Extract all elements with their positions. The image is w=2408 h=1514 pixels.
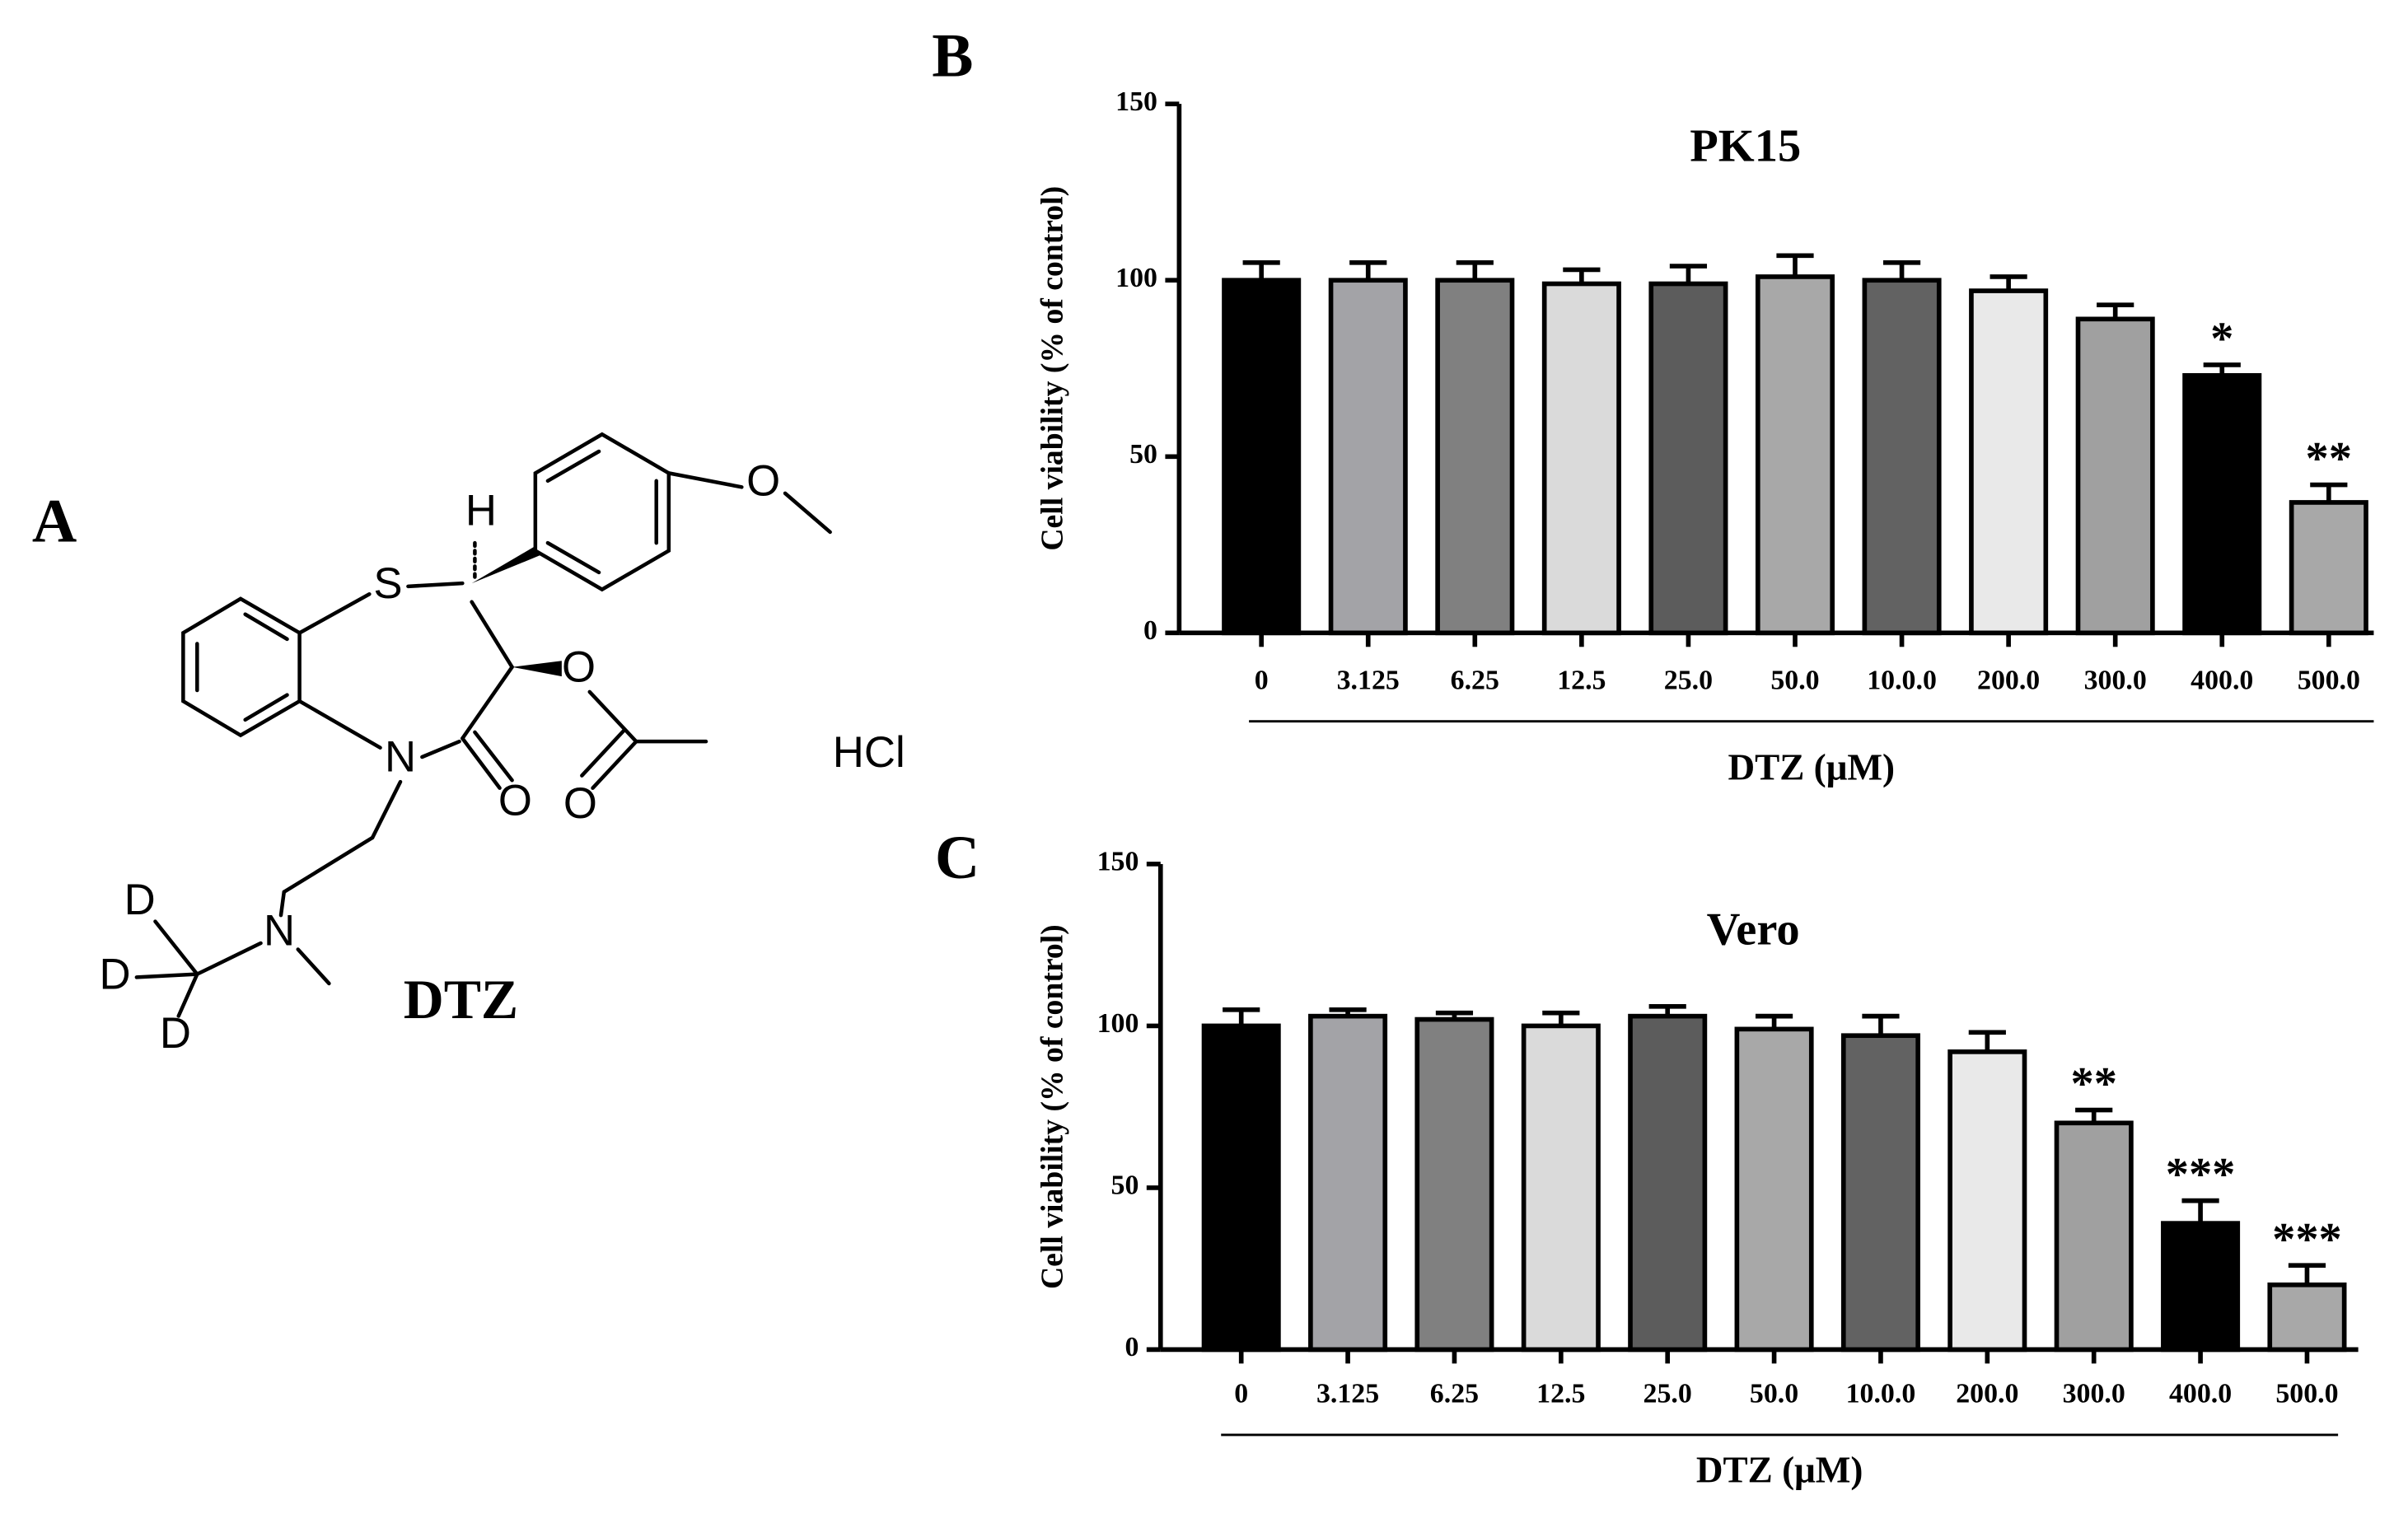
bar bbox=[1435, 278, 1515, 636]
atom-label: S bbox=[373, 559, 402, 608]
y-tick-label: 0 bbox=[1143, 615, 1157, 646]
bar bbox=[1201, 1023, 1281, 1353]
x-tick-label: 0 bbox=[1234, 1379, 1248, 1409]
panel-label: C bbox=[935, 824, 980, 892]
bar bbox=[1328, 278, 1408, 636]
bar bbox=[1222, 278, 1302, 636]
x-tick-label: 500.0 bbox=[2275, 1379, 2338, 1409]
chart-title: PK15 bbox=[1690, 121, 1801, 172]
structure-bonds bbox=[134, 432, 832, 1018]
x-tick-label: 400.0 bbox=[2191, 665, 2253, 695]
atom-label: D bbox=[99, 950, 130, 998]
x-tick-label: 10.0.0 bbox=[1867, 665, 1937, 695]
x-tick-label: 500.0 bbox=[2298, 665, 2360, 695]
y-tick-label: 50 bbox=[1111, 1171, 1139, 1201]
salt-label: HCl bbox=[833, 728, 905, 777]
significance-label: ** bbox=[2306, 433, 2352, 484]
bar bbox=[1840, 1033, 1920, 1353]
bar bbox=[2161, 1221, 2241, 1353]
x-tick-label: 25.0 bbox=[1664, 665, 1713, 695]
bar bbox=[1308, 1013, 1388, 1353]
x-tick-label: 300.0 bbox=[2063, 1379, 2125, 1409]
x-tick-label: 12.5 bbox=[1536, 1379, 1585, 1409]
bar bbox=[2289, 500, 2368, 636]
bar bbox=[1969, 288, 2049, 636]
atom-label: N bbox=[385, 733, 416, 782]
x-axis-label: DTZ (μM) bbox=[1728, 746, 1895, 787]
x-tick-label: 6.25 bbox=[1451, 665, 1499, 695]
bar bbox=[1628, 1013, 1708, 1353]
y-tick-label: 50 bbox=[1129, 439, 1157, 470]
bar bbox=[1414, 1016, 1494, 1353]
atom-label: D bbox=[160, 1009, 191, 1058]
panel-label: A bbox=[32, 488, 77, 556]
atom-label: N bbox=[264, 907, 295, 956]
x-tick-label: 25.0 bbox=[1644, 1379, 1692, 1409]
bar bbox=[1862, 278, 1942, 636]
y-axis-label: Cell viability (% of control) bbox=[1035, 186, 1069, 551]
y-tick-label: 100 bbox=[1097, 1008, 1139, 1039]
x-tick-label: 10.0.0 bbox=[1846, 1379, 1916, 1409]
atom-label: O bbox=[563, 779, 597, 828]
y-axis-label: Cell viability (% of control) bbox=[1035, 924, 1069, 1289]
bar bbox=[2054, 1120, 2134, 1353]
bar bbox=[2075, 316, 2155, 636]
y-tick-label: 100 bbox=[1115, 263, 1157, 293]
bar bbox=[1734, 1026, 1814, 1353]
significance-label: *** bbox=[2272, 1214, 2342, 1265]
x-tick-label: 50.0 bbox=[1770, 665, 1819, 695]
x-tick-label: 3.125 bbox=[1316, 1379, 1379, 1409]
significance-label: * bbox=[2210, 314, 2233, 365]
y-tick-label: 150 bbox=[1115, 86, 1157, 117]
bar bbox=[1947, 1049, 2027, 1353]
x-tick-label: 6.25 bbox=[1430, 1379, 1479, 1409]
atom-label: O bbox=[562, 643, 596, 691]
atom-label: H bbox=[465, 486, 497, 535]
chart-title: Vero bbox=[1707, 904, 1800, 956]
significance-label: *** bbox=[2166, 1149, 2236, 1200]
bar bbox=[1755, 274, 1835, 636]
y-tick-label: 0 bbox=[1125, 1332, 1139, 1362]
x-axis-label: DTZ (μM) bbox=[1696, 1449, 1863, 1490]
atom-label: D bbox=[124, 876, 156, 924]
compound-name: DTZ bbox=[404, 969, 518, 1030]
bar bbox=[1521, 1023, 1601, 1353]
x-tick-label: 12.5 bbox=[1557, 665, 1606, 695]
bar bbox=[2182, 372, 2262, 636]
bar bbox=[1648, 281, 1728, 636]
panel-label: B bbox=[932, 22, 973, 91]
y-tick-label: 150 bbox=[1097, 847, 1139, 877]
atom-label: O bbox=[498, 776, 532, 825]
bar bbox=[2267, 1282, 2347, 1353]
bar bbox=[1541, 281, 1621, 636]
x-tick-label: 200.0 bbox=[1956, 1379, 2018, 1409]
x-tick-label: 3.125 bbox=[1337, 665, 1400, 695]
atom-label: O bbox=[746, 456, 780, 505]
x-tick-label: 0 bbox=[1255, 665, 1269, 695]
significance-label: ** bbox=[2070, 1058, 2116, 1110]
x-tick-label: 50.0 bbox=[1750, 1379, 1798, 1409]
x-tick-label: 300.0 bbox=[2084, 665, 2147, 695]
x-tick-label: 200.0 bbox=[1977, 665, 2040, 695]
x-tick-label: 400.0 bbox=[2169, 1379, 2232, 1409]
